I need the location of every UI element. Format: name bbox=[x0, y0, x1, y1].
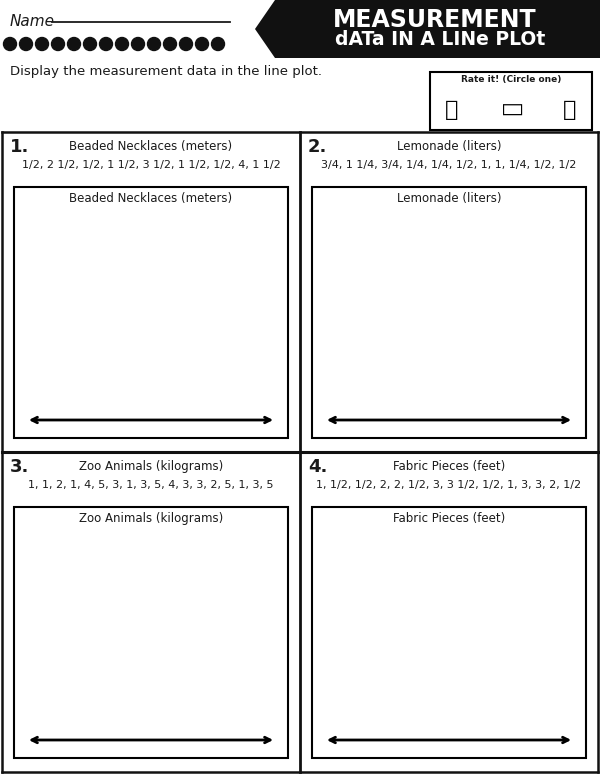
Circle shape bbox=[83, 37, 97, 50]
Circle shape bbox=[52, 37, 65, 50]
Text: dATa IN A LINe PLOt: dATa IN A LINe PLOt bbox=[335, 30, 545, 49]
Text: Beaded Necklaces (meters): Beaded Necklaces (meters) bbox=[70, 192, 233, 205]
Text: 👍: 👍 bbox=[445, 100, 458, 120]
Text: 1.: 1. bbox=[10, 138, 29, 156]
Bar bbox=[430, 72, 592, 130]
Text: Rate it! (Circle one): Rate it! (Circle one) bbox=[461, 75, 561, 84]
Text: Fabric Pieces (feet): Fabric Pieces (feet) bbox=[393, 460, 505, 473]
Text: 1/2, 2 1/2, 1/2, 1 1/2, 3 1/2, 1 1/2, 1/2, 4, 1 1/2: 1/2, 2 1/2, 1/2, 1 1/2, 3 1/2, 1 1/2, 1/… bbox=[22, 160, 280, 170]
Bar bbox=[312, 187, 586, 438]
Bar bbox=[14, 187, 288, 438]
Text: Lemonade (liters): Lemonade (liters) bbox=[397, 140, 501, 153]
Circle shape bbox=[4, 37, 17, 50]
Text: Fabric Pieces (feet): Fabric Pieces (feet) bbox=[393, 512, 505, 525]
Text: Zoo Animals (kilograms): Zoo Animals (kilograms) bbox=[79, 512, 223, 525]
Text: 1, 1, 2, 1, 4, 5, 3, 1, 3, 5, 4, 3, 3, 2, 5, 1, 3, 5: 1, 1, 2, 1, 4, 5, 3, 1, 3, 5, 4, 3, 3, 2… bbox=[28, 480, 274, 490]
Circle shape bbox=[19, 37, 32, 50]
Circle shape bbox=[100, 37, 113, 50]
Circle shape bbox=[179, 37, 193, 50]
Circle shape bbox=[131, 37, 145, 50]
Text: Display the measurement data in the line plot.: Display the measurement data in the line… bbox=[10, 65, 322, 78]
Circle shape bbox=[35, 37, 49, 50]
Text: 3/4, 1 1/4, 3/4, 1/4, 1/4, 1/2, 1, 1, 1/4, 1/2, 1/2: 3/4, 1 1/4, 3/4, 1/4, 1/4, 1/2, 1, 1, 1/… bbox=[322, 160, 577, 170]
Bar bbox=[312, 507, 586, 758]
Circle shape bbox=[163, 37, 176, 50]
Text: 2.: 2. bbox=[308, 138, 328, 156]
Text: 4.: 4. bbox=[308, 458, 328, 476]
Polygon shape bbox=[255, 0, 600, 58]
Text: 3.: 3. bbox=[10, 458, 29, 476]
Circle shape bbox=[67, 37, 80, 50]
Text: Zoo Animals (kilograms): Zoo Animals (kilograms) bbox=[79, 460, 223, 473]
Text: Beaded Necklaces (meters): Beaded Necklaces (meters) bbox=[70, 140, 233, 153]
Text: Lemonade (liters): Lemonade (liters) bbox=[397, 192, 501, 205]
Circle shape bbox=[115, 37, 128, 50]
Text: 1, 1/2, 1/2, 2, 2, 1/2, 3, 3 1/2, 1/2, 1, 3, 3, 2, 1/2: 1, 1/2, 1/2, 2, 2, 1/2, 3, 3 1/2, 1/2, 1… bbox=[316, 480, 581, 490]
Text: 👎: 👎 bbox=[501, 103, 521, 116]
Circle shape bbox=[196, 37, 209, 50]
Text: 👎: 👎 bbox=[563, 100, 577, 120]
Text: MEASUREMENT: MEASUREMENT bbox=[333, 8, 537, 32]
Bar bbox=[14, 507, 288, 758]
Text: Name: Name bbox=[10, 14, 55, 29]
Text: © Mandy Neal ~ Teaching With Simplicity: © Mandy Neal ~ Teaching With Simplicity bbox=[449, 2, 596, 9]
Circle shape bbox=[148, 37, 161, 50]
Circle shape bbox=[212, 37, 224, 50]
